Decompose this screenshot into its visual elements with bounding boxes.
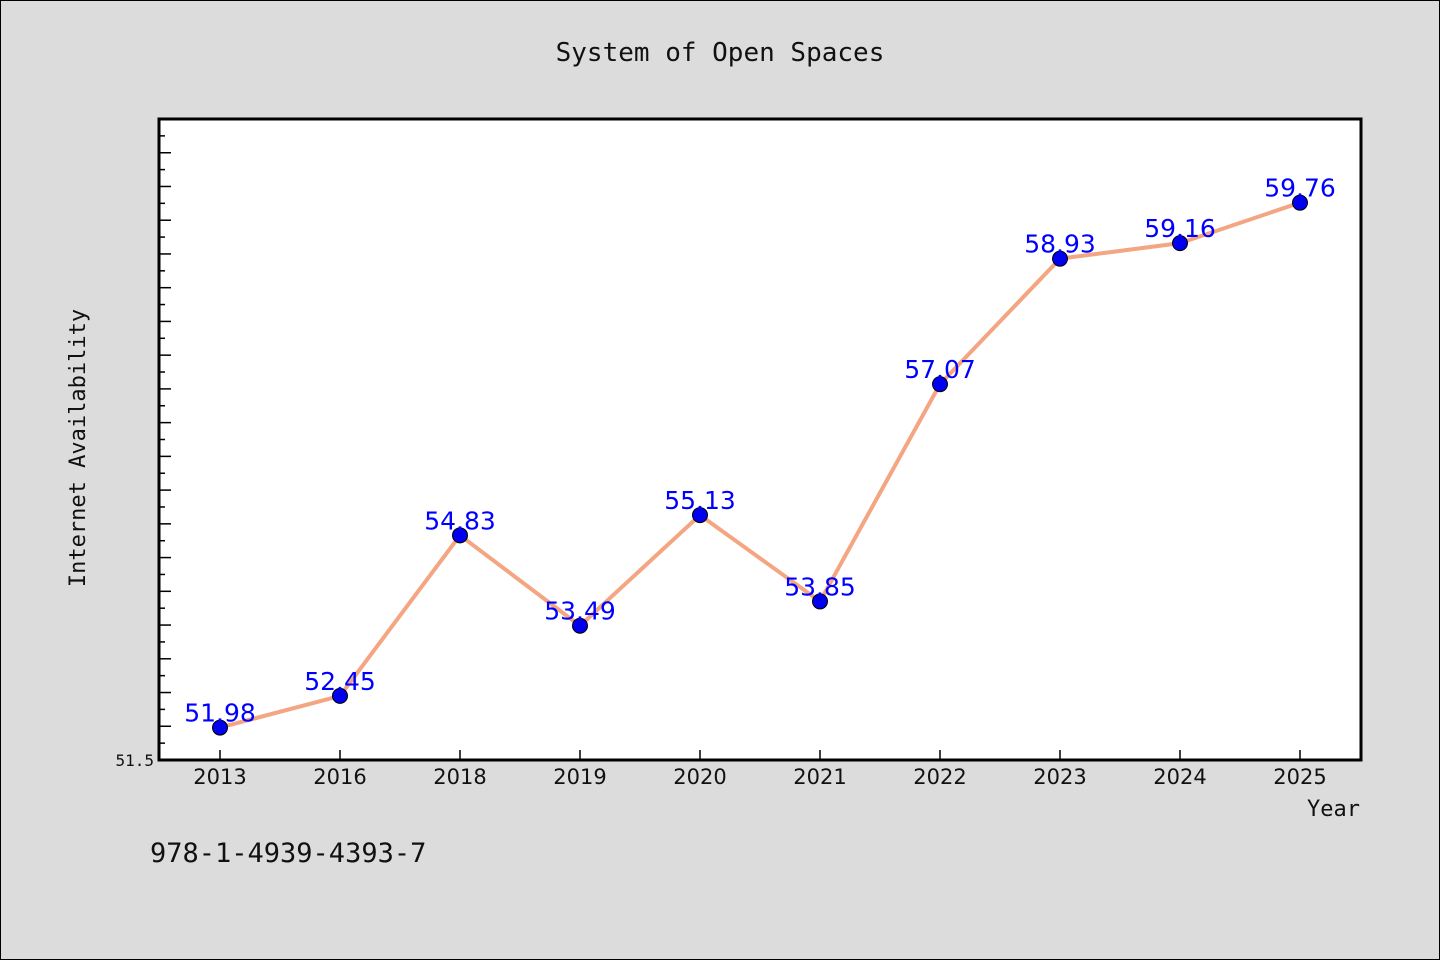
x-tick-label: 2025 <box>1273 765 1326 789</box>
data-label: 59.76 <box>1264 174 1336 203</box>
data-label: 51.98 <box>184 699 256 728</box>
data-point-marker <box>1052 250 1068 267</box>
data-label: 59.16 <box>1144 214 1216 243</box>
x-axis-ticks: 2013 2016 2018 2019 2020 2021 2022 2023 2024 2025 <box>193 750 1327 789</box>
x-tick-label: 2022 <box>913 765 966 789</box>
markers-group <box>212 194 1308 736</box>
footer-text: 978-1-4939-4393-7 <box>150 838 426 869</box>
x-tick-label: 2018 <box>433 765 486 789</box>
data-point-marker <box>572 617 588 634</box>
data-label: 53.85 <box>784 572 856 601</box>
data-point-marker <box>692 507 708 524</box>
data-label: 53.49 <box>544 597 616 626</box>
chart-title: System of Open Spaces <box>556 38 885 68</box>
data-point-marker <box>1172 235 1188 252</box>
x-tick-label: 2023 <box>1033 765 1086 789</box>
x-axis-label: Year <box>1307 797 1360 822</box>
data-point-marker <box>332 687 348 704</box>
y-axis-label: Internet Availability <box>66 309 91 587</box>
x-tick-label: 2020 <box>673 765 726 789</box>
data-label: 57.07 <box>904 355 976 384</box>
x-tick-label: 2019 <box>553 765 606 789</box>
y-axis-ticks: 51.5 <box>115 118 171 770</box>
data-point-marker <box>812 593 828 610</box>
x-tick-label: 2024 <box>1153 765 1206 789</box>
data-labels-group: 51.98 52.45 54.83 53.49 55.13 53.85 57.07 58.93… <box>184 174 1336 728</box>
data-point-marker <box>932 376 948 393</box>
data-label: 58.93 <box>1024 230 1096 259</box>
data-point-marker <box>1292 194 1308 211</box>
series-line-group <box>219 200 1301 730</box>
x-tick-label: 2021 <box>793 765 846 789</box>
data-point-marker <box>452 527 468 544</box>
plot-area <box>157 117 1363 762</box>
x-tick-label: 2016 <box>313 765 366 789</box>
data-point-marker <box>212 719 228 736</box>
data-label: 54.83 <box>424 506 496 535</box>
x-tick-label: 2013 <box>193 765 246 789</box>
data-label: 52.45 <box>304 667 376 696</box>
series-line <box>219 200 1301 730</box>
data-label: 55.13 <box>664 486 736 515</box>
y-tick-label: 51.5 <box>115 751 154 770</box>
